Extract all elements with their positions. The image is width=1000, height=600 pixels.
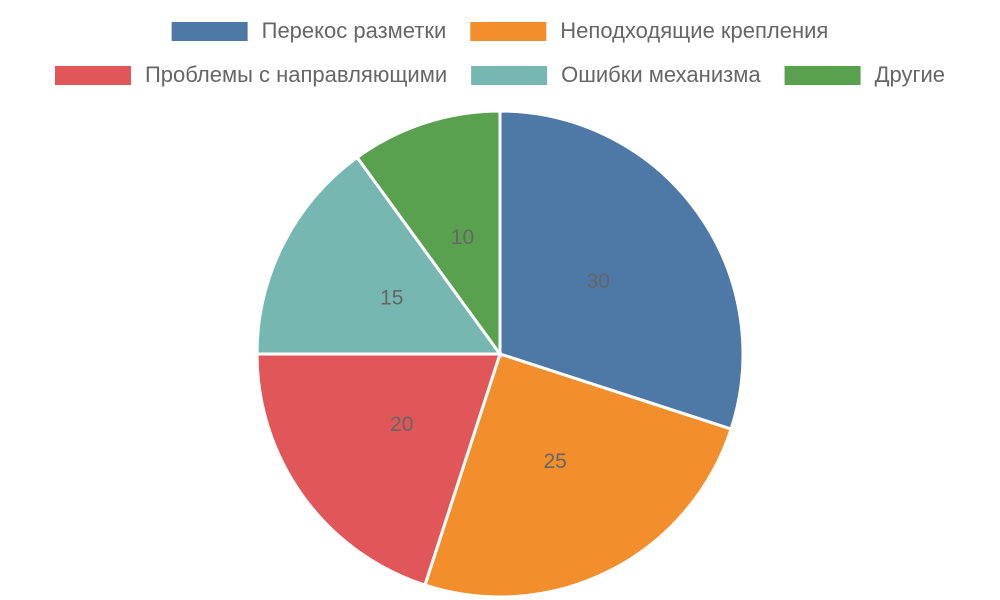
legend-swatch: [54, 66, 131, 85]
legend-label: Другие: [875, 62, 945, 87]
legend-swatch: [471, 66, 548, 85]
pie-slice: [423, 352, 733, 599]
data-label: 25: [543, 450, 566, 473]
data-label: 15: [380, 286, 403, 309]
data-label: 20: [390, 413, 413, 436]
legend-label: Перекос разметки: [262, 18, 447, 43]
legend-label: Ошибки механизма: [561, 62, 761, 87]
pie-slice: [255, 352, 503, 587]
legend-label: Неподходящие крепления: [560, 18, 828, 43]
data-label: 30: [587, 270, 610, 293]
legend-swatch: [470, 22, 547, 41]
pie-slice: [355, 109, 502, 359]
legend-label: Проблемы с направляющими: [145, 62, 447, 87]
pie-slice: [498, 109, 745, 431]
pie-slice: [255, 155, 503, 356]
legend-swatch: [171, 22, 248, 41]
legend-swatch: [784, 66, 861, 85]
data-label: 10: [451, 226, 474, 249]
